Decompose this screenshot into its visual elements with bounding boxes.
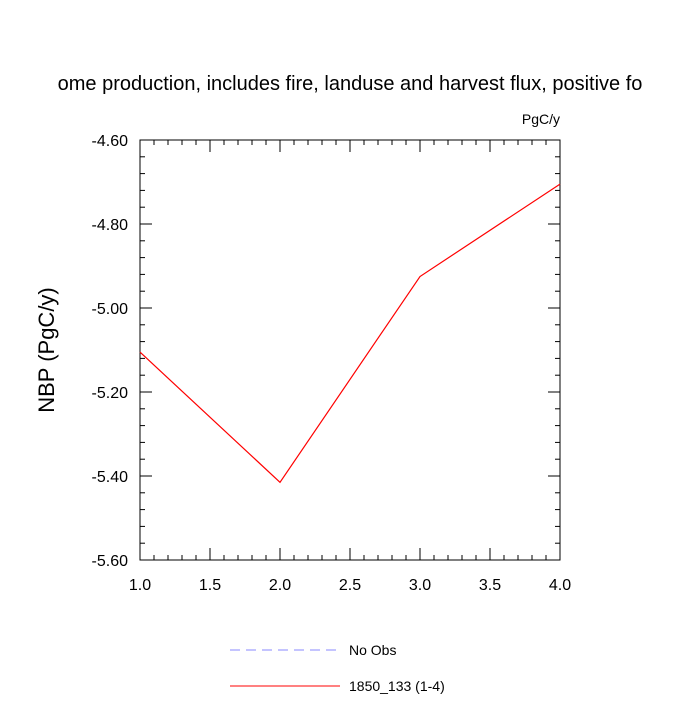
units-label: PgC/y [522,111,560,127]
series-line [139,183,561,484]
y-tick-label: -4.60 [92,133,129,150]
y-tick-label: -5.60 [92,553,129,570]
ticks-layer: 1.0 1.5 2.0 2.5 3.0 3.5 4.0 -4.60 -4.80 -5.00 -5.2… [92,133,572,594]
legend: No Obs 1850_133 (1-4) [230,642,445,694]
x-tick-label: 3.5 [479,577,501,594]
series-layer [139,183,561,484]
x-tick-label: 3.0 [409,577,431,594]
x-tick-label: 1.5 [199,577,221,594]
x-tick-label: 2.5 [339,577,361,594]
y-axis-label: NBP (PgC/y) [34,287,59,413]
x-tick-label: 2.0 [269,577,291,594]
x-tick-label: 4.0 [549,577,571,594]
y-tick-label: -4.80 [92,217,129,234]
legend-label: 1850_133 (1-4) [349,678,445,694]
y-tick-label: -5.00 [92,301,129,318]
chart-title: ome production, includes fire, landuse a… [58,73,643,95]
legend-label: No Obs [349,642,396,658]
y-tick-label: -5.40 [92,469,129,486]
x-tick-label: 1.0 [129,577,151,594]
plot-frame [139,139,561,561]
y-tick-label: -5.20 [92,385,129,402]
